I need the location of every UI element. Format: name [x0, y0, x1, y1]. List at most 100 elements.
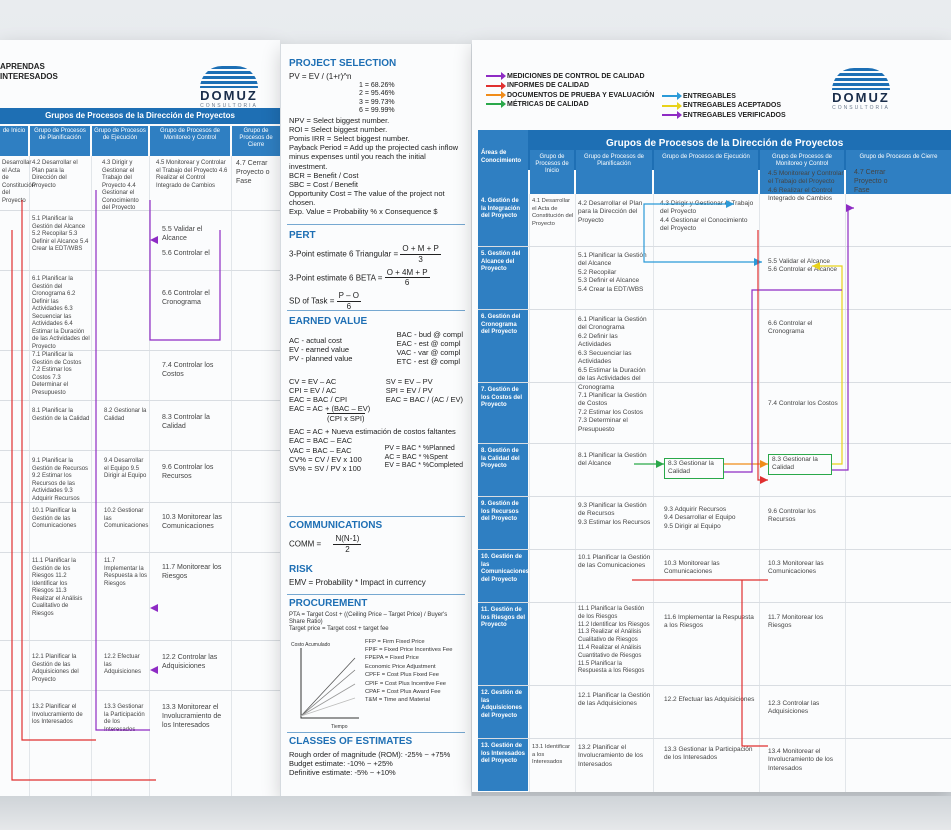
arrowhead-icon [656, 460, 664, 468]
cell-mc: 6.6 Controlar el Cronograma [768, 320, 813, 336]
left-cell: 12.2 Efectuar las Adquisiciones [104, 654, 142, 675]
ev-formula: EAC = AC + (BAC – EV) [289, 403, 371, 413]
pert-triangular: 3-Point estimate 6 Triangular = O + M + … [289, 244, 463, 265]
cell-close: 4.7 Cerrar Proyecto o Fase [854, 169, 888, 195]
section-title: CLASSES OF ESTIMATES [289, 736, 413, 747]
comm-formula: COMM = N(N-1) 2 [289, 534, 463, 555]
cell-exec: 8.3 Gestionar la Calidad [664, 458, 724, 479]
purple-verified-line [832, 207, 854, 471]
left-col-head: Grupo de Procesos de Monitoreo y Control [150, 126, 230, 156]
left-panel: APRENDAS INTERESADOS DOMUZ CONSULTORIA G… [0, 40, 280, 800]
left-cell: 5.5 Validar el Alcance [162, 226, 203, 242]
frac-num: P – O [336, 291, 361, 302]
project-selection-section: PROJECT SELECTION PV = EV / (1+r)^n 1 = … [289, 58, 463, 216]
red-reports-line [757, 230, 768, 481]
sigma-list: 1 = 68.26% 2 = 95.46% 3 = 99.73% 6 = 99.… [289, 82, 463, 116]
left-col-head: de Inicio [0, 126, 28, 156]
logo-sub: CONSULTORIA [832, 105, 890, 111]
legend-label: INFORMES DE CALIDAD [507, 82, 590, 90]
cell-mc: 7.4 Controlar los Costos [768, 400, 838, 407]
contract-line [300, 697, 356, 716]
deliverables-legend: ENTREGABLES ENTREGABLES ACEPTADOS ENTREG… [662, 92, 786, 120]
legend-entry: DOCUMENTOS DE PRUEBA Y EVALUACIÓN [486, 91, 654, 100]
legend-entry: ENTREGABLES [662, 92, 786, 101]
ev-def: BAC - bud @ compl [396, 330, 463, 339]
pert-label: 3-Point estimate 6 BETA = [289, 272, 383, 282]
section-title: COMMUNICATIONS [289, 520, 383, 531]
purple-flow-line [149, 200, 221, 341]
area-communications: 10. Gestión de las Comunicaciones del Pr… [478, 550, 529, 602]
cell-init: 4.1 Desarrollar el Acta de Constitución … [532, 198, 574, 227]
left-cell: Desarrollar el Acta de Constitución del … [2, 160, 36, 204]
arrowhead-icon [760, 460, 768, 468]
arrowhead-icon [150, 604, 158, 612]
section-divider [287, 516, 465, 517]
comm-fraction: N(N-1) 2 [333, 534, 362, 555]
left-cell: 11.1 Planificar la Gestión de los Riesgo… [32, 558, 83, 617]
ev-formula: EAC = BAC / CPI [289, 394, 348, 404]
left-legend: APRENDAS INTERESADOS [0, 62, 58, 82]
left-cell: 8.1 Planificar la Gestión de la Calidad [32, 408, 90, 422]
left-col-head: Grupo de Procesos de Cierre [232, 126, 280, 156]
row-divider [478, 496, 951, 497]
contract-item: CPFF = Cost Plus Fixed Fee [365, 672, 439, 679]
arrow-icon [486, 100, 506, 109]
section-title: PERT [289, 230, 316, 241]
cell-plan: 5.1 Planificar la Gestión del Alcance 5.… [578, 252, 647, 293]
right-table-title: Grupos de Procesos de la Dirección de Pr… [606, 138, 844, 149]
chart-xlabel: Tiempo [331, 724, 348, 730]
domuz-logo-left: DOMUZ CONSULTORIA [200, 66, 258, 109]
contract-item: CPIF = Cost Plus Incentive Fee [365, 680, 447, 687]
ev-formula: EV = BAC * %Completed [384, 462, 463, 470]
arrowhead-icon [726, 200, 734, 208]
selection-lines: NPV = Select biggest number. ROI = Selec… [289, 116, 463, 217]
pert-section: PERT 3-Point estimate 6 Triangular = O +… [289, 230, 463, 312]
procurement-section: PROCUREMENT PTA = Target Cost + ((Ceilin… [289, 598, 463, 730]
row-divider [0, 400, 280, 401]
arrow-icon [662, 101, 682, 110]
right-col-head: Grupo de Procesos de Cierre [846, 150, 951, 194]
ev-more-left: EAC = BAC – EAC VAC = BAC – EAC CV% = CV… [289, 436, 362, 473]
domuz-logo-right: DOMUZ CONSULTORIA [832, 68, 890, 111]
legend-label: DOCUMENTOS DE PRUEBA Y EVALUACIÓN [507, 91, 655, 99]
left-col-head: Grupo de Procesos de Planificación [30, 126, 90, 156]
left-cell: 6.6 Controlar el Cronograma [162, 290, 210, 306]
left-cell: 4.2 Desarrollar el Plan para la Direcció… [32, 160, 78, 189]
cell-mc: 13.4 Monitorear el Involucramiento de lo… [768, 748, 834, 772]
arrow-icon [486, 72, 506, 81]
classes-section: CLASSES OF ESTIMATES Rough order of magn… [289, 736, 463, 777]
row-divider [478, 549, 951, 550]
cell-plan: 10.1 Planificar la Gestión de las Comuni… [578, 554, 651, 570]
row-divider [478, 602, 951, 603]
left-cell: 12.2 Controlar las Adquisiciones [162, 654, 218, 670]
col-divider [29, 156, 30, 800]
ev-def: AC - actual cost [289, 336, 342, 345]
contract-item: FFP = Firm Fixed Price [365, 638, 425, 645]
area-schedule: 6. Gestión del Cronograma del Proyecto [478, 310, 528, 382]
left-cell: 12.1 Planificar la Gestión de las Adquis… [32, 654, 79, 683]
arrowhead-icon [846, 204, 854, 212]
quality-legend: MEDICIONES DE CONTROL DE CALIDAD INFORME… [486, 72, 654, 110]
selection-line: NPV = Select biggest number. [289, 115, 390, 125]
row-divider [0, 350, 280, 351]
area-cost: 7. Gestión de los Costos del Proyecto [478, 383, 528, 443]
cell-mc: 12.3 Controlar las Adquisiciones [768, 700, 820, 716]
pta-formula: PTA = Target Cost + ((Ceiling Price – Ta… [289, 612, 448, 626]
left-cell: 11.7 Implementar la Respuesta a los Ries… [104, 558, 148, 587]
left-cell: 4.5 Monitorear y Controlar el Trabajo de… [156, 160, 228, 189]
arrow-icon [486, 91, 506, 100]
area-risk: 11. Gestión de los Riesgos del Proyecto [478, 603, 528, 685]
ev-formulas-left: CV = EV – AC CPI = EV / AC EAC = BAC / C… [289, 377, 370, 424]
purple-flow-line [95, 190, 150, 731]
left-cell: 11.7 Monitorear los Riesgos [162, 564, 222, 580]
selection-line: Payback Period = Add up the projected ca… [289, 143, 459, 171]
ev-formula: CV% = CV / EV x 100 [289, 454, 362, 464]
legend-entry: INFORMES DE CALIDAD [486, 81, 654, 90]
cell-plan: 11.1 Planificar la Gestión de los Riesgo… [578, 606, 650, 675]
ev-formula: SV = EV – PV [385, 376, 433, 386]
red-flow-line [21, 200, 96, 741]
cell-plan: 13.2 Planificar el Involucramiento de lo… [578, 744, 644, 768]
logo-name: DOMUZ [200, 88, 258, 103]
left-cell: 9.6 Controlar los Recursos [162, 464, 214, 480]
